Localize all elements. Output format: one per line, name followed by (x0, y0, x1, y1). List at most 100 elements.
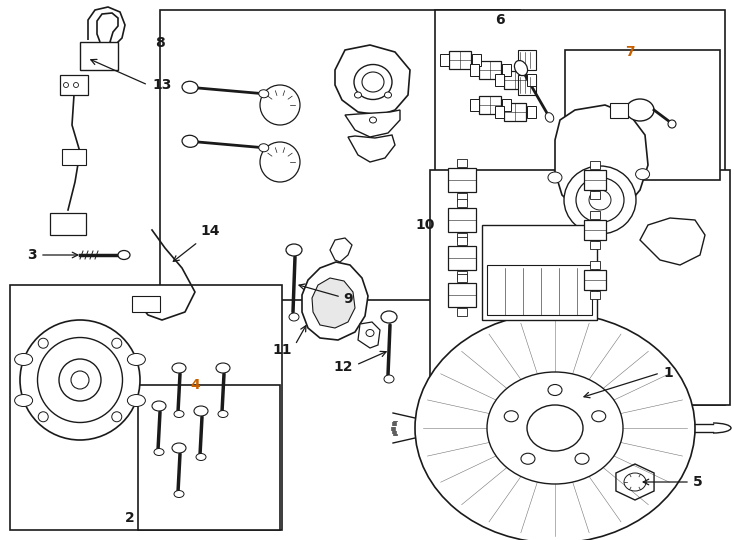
Ellipse shape (174, 410, 184, 417)
Bar (457, 271, 467, 279)
Ellipse shape (182, 82, 198, 93)
Ellipse shape (384, 375, 394, 383)
Ellipse shape (504, 411, 518, 422)
Bar (482, 225, 597, 320)
Polygon shape (302, 262, 368, 340)
Text: 7: 7 (625, 45, 635, 59)
Ellipse shape (216, 363, 230, 373)
Bar (590, 161, 600, 169)
Ellipse shape (385, 92, 391, 98)
Text: 5: 5 (693, 475, 702, 489)
Ellipse shape (624, 473, 646, 491)
Bar (502, 64, 511, 76)
Ellipse shape (172, 363, 186, 373)
Ellipse shape (194, 406, 208, 416)
Bar (62, 149, 86, 165)
Polygon shape (312, 278, 355, 328)
Ellipse shape (369, 117, 377, 123)
Bar (449, 51, 471, 69)
Bar (457, 193, 467, 201)
Bar (504, 103, 526, 121)
Bar (590, 211, 600, 219)
Bar (584, 270, 606, 290)
Text: 1: 1 (663, 366, 673, 380)
Bar (590, 241, 600, 249)
Bar (565, 50, 720, 180)
Text: 4: 4 (190, 378, 200, 392)
Ellipse shape (37, 338, 123, 422)
Bar (495, 106, 504, 118)
Ellipse shape (592, 411, 606, 422)
Bar (470, 99, 479, 111)
Ellipse shape (174, 490, 184, 497)
Text: 2: 2 (125, 511, 135, 525)
Ellipse shape (381, 311, 397, 323)
Text: 3: 3 (27, 248, 37, 262)
Ellipse shape (515, 60, 528, 76)
Bar (457, 159, 467, 167)
Bar (479, 96, 501, 114)
Bar (50, 213, 86, 235)
Bar (430, 170, 730, 405)
Bar (518, 50, 536, 70)
Bar (504, 71, 526, 89)
Text: 13: 13 (152, 78, 171, 92)
Ellipse shape (567, 233, 581, 245)
Bar (502, 99, 511, 111)
Ellipse shape (15, 395, 32, 407)
Bar (448, 168, 476, 192)
Ellipse shape (589, 190, 611, 210)
Ellipse shape (259, 90, 269, 98)
Bar (472, 54, 481, 66)
Text: 6: 6 (495, 13, 505, 27)
Ellipse shape (182, 136, 198, 147)
Ellipse shape (20, 320, 140, 440)
Polygon shape (616, 464, 654, 500)
Bar (440, 54, 449, 66)
Bar (527, 106, 536, 118)
Polygon shape (555, 105, 648, 215)
Text: 12: 12 (333, 360, 353, 374)
Ellipse shape (38, 338, 48, 348)
Bar (132, 296, 160, 312)
Bar (590, 261, 600, 269)
Bar (60, 75, 88, 95)
Ellipse shape (154, 449, 164, 456)
Text: 8: 8 (156, 36, 165, 50)
Polygon shape (358, 322, 380, 348)
Ellipse shape (128, 354, 145, 366)
Text: 10: 10 (415, 218, 435, 232)
Ellipse shape (575, 453, 589, 464)
Ellipse shape (636, 168, 650, 180)
Ellipse shape (59, 359, 101, 401)
Ellipse shape (355, 92, 362, 98)
Bar (80, 42, 118, 70)
Ellipse shape (362, 72, 384, 92)
Ellipse shape (218, 410, 228, 417)
Ellipse shape (128, 395, 145, 407)
Ellipse shape (152, 401, 166, 411)
Polygon shape (335, 45, 410, 115)
Ellipse shape (487, 372, 623, 484)
Bar (457, 274, 467, 282)
Ellipse shape (259, 144, 269, 152)
Ellipse shape (260, 142, 300, 182)
Bar (138, 385, 280, 530)
Bar (584, 170, 606, 190)
Polygon shape (330, 238, 352, 262)
Bar (610, 103, 628, 118)
Text: 14: 14 (200, 224, 219, 238)
Bar (457, 233, 467, 241)
Bar (527, 74, 536, 86)
Bar (448, 208, 476, 232)
Bar (590, 191, 600, 199)
Ellipse shape (548, 384, 562, 395)
Ellipse shape (260, 85, 300, 125)
Bar (479, 61, 501, 79)
Bar (448, 283, 476, 307)
Ellipse shape (527, 405, 583, 451)
Bar (457, 237, 467, 245)
Bar (584, 220, 606, 240)
Ellipse shape (626, 99, 654, 121)
Ellipse shape (564, 166, 636, 234)
